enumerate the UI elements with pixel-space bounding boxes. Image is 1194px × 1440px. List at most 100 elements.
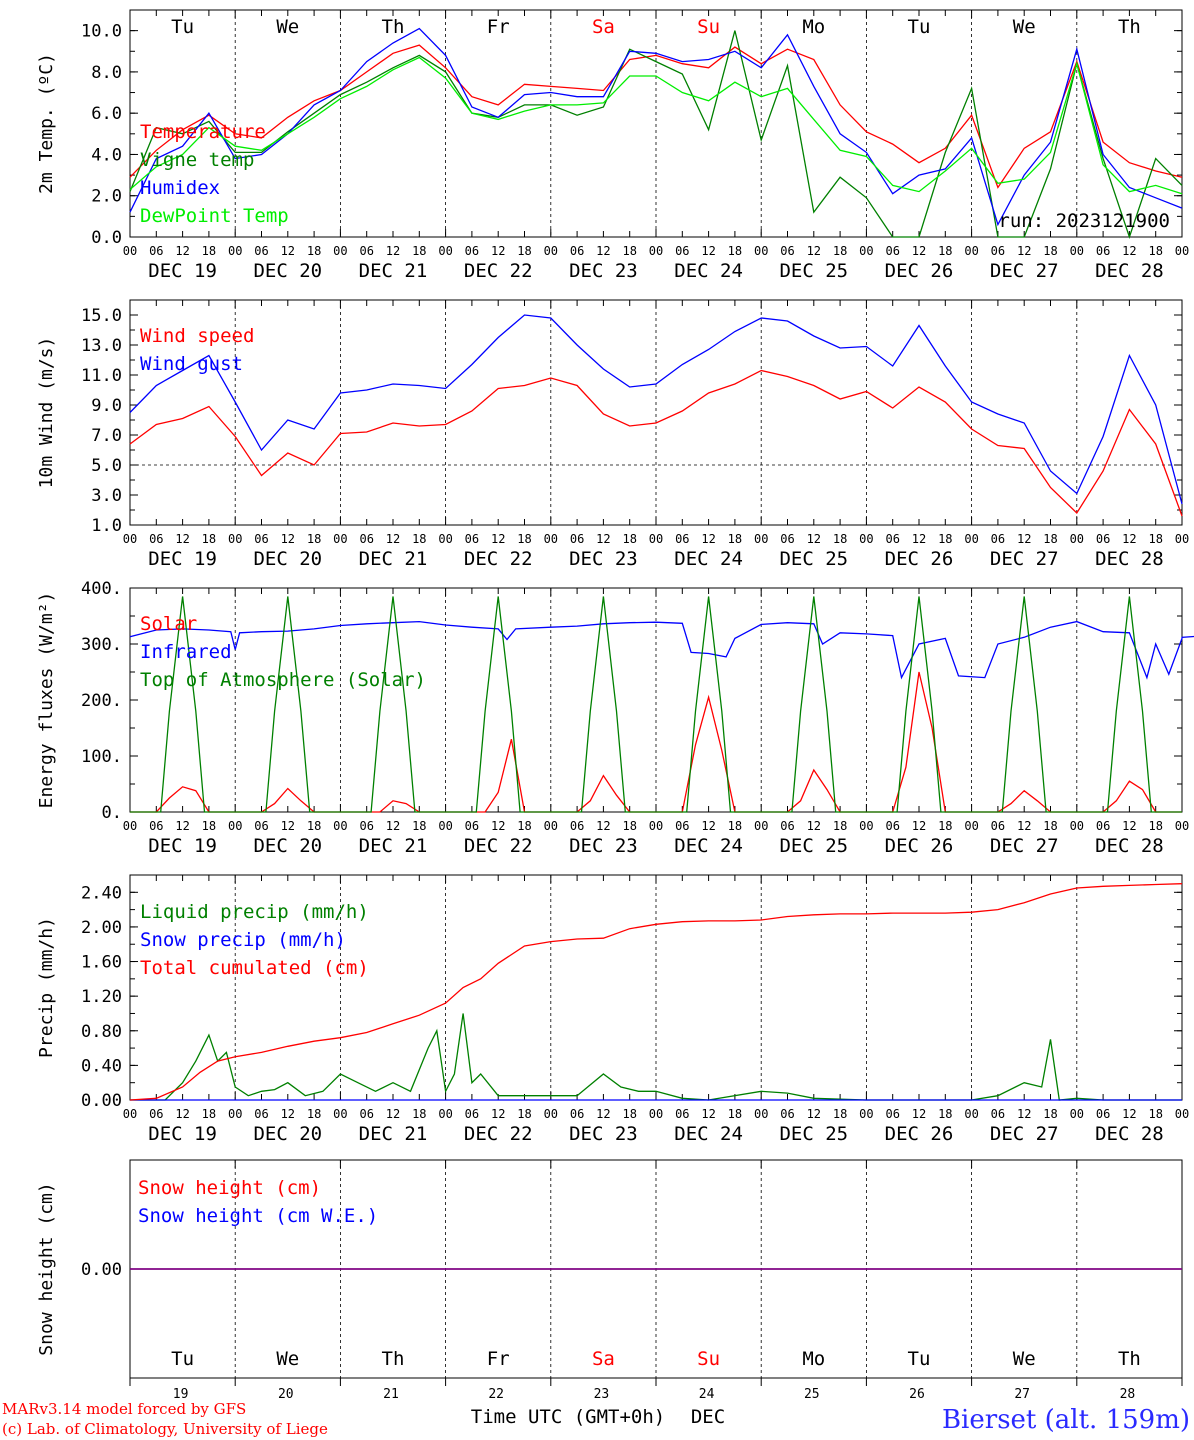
y-tick-label: 15.0	[81, 306, 122, 326]
hour-tick-label: 18	[622, 532, 636, 546]
hour-tick-label: 00	[859, 532, 873, 546]
hour-tick-label: 00	[964, 1107, 978, 1121]
weekday-label: Tu	[171, 1348, 194, 1370]
hour-tick-label: 00	[228, 1107, 242, 1121]
hour-tick-label: 12	[596, 244, 610, 258]
panel-5: 0.00 Snow height (cm) Snow height (cm) Snow…	[36, 1159, 1183, 1386]
hour-tick-label: 18	[728, 819, 742, 833]
hour-tick-label: 18	[622, 819, 636, 833]
day-number-label: 19	[173, 1387, 189, 1402]
y-tick-label: 1.0	[91, 516, 122, 536]
y-tick-label: 3.0	[91, 486, 122, 506]
date-label: DEC 23	[569, 548, 638, 570]
series-line-infrared	[129, 620, 1194, 680]
date-label: DEC 28	[1095, 548, 1164, 570]
hour-tick-label: 06	[675, 532, 689, 546]
hour-tick-label: 12	[1122, 819, 1136, 833]
day-number-label: 22	[488, 1387, 504, 1402]
date-label: DEC 21	[359, 548, 428, 570]
date-label: DEC 26	[885, 548, 954, 570]
hour-tick-label: 18	[728, 532, 742, 546]
hour-tick-label: 18	[938, 244, 952, 258]
date-label: DEC 24	[674, 548, 743, 570]
hour-tick-label: 18	[517, 819, 531, 833]
hour-tick-label: 12	[1017, 532, 1031, 546]
hour-tick-label: 00	[228, 532, 242, 546]
legend-entry: Infrared	[140, 641, 232, 663]
hour-tick-label: 18	[412, 532, 426, 546]
hour-tick-label: 18	[622, 244, 636, 258]
hour-tick-label: 00	[544, 244, 558, 258]
series-line-dewpoint-temp	[129, 56, 1183, 195]
hour-tick-label: 00	[544, 819, 558, 833]
run-annotation: run: 2023121900	[998, 210, 1170, 232]
hour-tick-label: 00	[438, 244, 452, 258]
hour-tick-label: 18	[517, 532, 531, 546]
hour-tick-label: 00	[1070, 244, 1084, 258]
date-label: DEC 21	[359, 835, 428, 857]
day-number-label: 21	[383, 1387, 399, 1402]
date-label: DEC 20	[253, 260, 322, 282]
weekday-label: Sa	[592, 16, 615, 38]
day-number-label: 27	[1014, 1387, 1030, 1402]
hour-tick-label: 18	[622, 1107, 636, 1121]
hour-tick-label: 06	[465, 1107, 479, 1121]
hour-tick-label: 06	[675, 1107, 689, 1121]
date-label: DEC 19	[148, 1123, 217, 1145]
legend-entry: Humidex	[140, 177, 220, 199]
hour-tick-label: 00	[544, 532, 558, 546]
date-label: DEC 27	[990, 835, 1059, 857]
y-tick-label: 2.00	[81, 918, 122, 938]
hour-tick-label: 00	[754, 532, 768, 546]
hour-tick-label: 18	[938, 819, 952, 833]
hour-tick-label: 18	[833, 1107, 847, 1121]
hour-tick-label: 06	[1096, 819, 1110, 833]
hour-tick-label: 12	[281, 819, 295, 833]
hour-tick-label: 06	[991, 244, 1005, 258]
hour-tick-label: 06	[885, 1107, 899, 1121]
y-tick-label: 8.0	[91, 63, 122, 83]
y-tick-label: 7.0	[91, 426, 122, 446]
hour-tick-label: 12	[491, 1107, 505, 1121]
hour-tick-label: 12	[386, 1107, 400, 1121]
hour-tick-label: 12	[386, 819, 400, 833]
hour-tick-label: 00	[1070, 532, 1084, 546]
panel-1: 00 06 12 18 00 06 12 18 00 06 12 18 00 06 12 18 00 06 12 18…	[36, 9, 1189, 282]
legend-entry: Total cumulated (cm)	[140, 957, 369, 979]
hour-tick-label: 00	[333, 1107, 347, 1121]
hour-tick-label: 06	[465, 532, 479, 546]
day-number-label: 23	[594, 1387, 610, 1402]
series-line-temperature	[129, 44, 1183, 189]
y-tick-label: 100.	[81, 747, 122, 767]
date-label: DEC 25	[779, 835, 848, 857]
hour-tick-label: 12	[701, 819, 715, 833]
hour-tick-label: 18	[728, 1107, 742, 1121]
date-label: DEC 22	[464, 835, 533, 857]
weekday-label: Th	[382, 16, 405, 38]
hour-tick-label: 06	[149, 244, 163, 258]
date-label: DEC 20	[253, 1123, 322, 1145]
y-tick-label: 4.0	[91, 145, 122, 165]
hour-tick-label: 06	[885, 244, 899, 258]
date-label: DEC 22	[464, 1123, 533, 1145]
hour-tick-label: 00	[438, 819, 452, 833]
hour-tick-label: 12	[1122, 244, 1136, 258]
y-axis-label: Precip (mm/h)	[36, 917, 57, 1058]
station-label: Bierset (alt. 159m)	[942, 1405, 1190, 1435]
hour-tick-label: 18	[728, 244, 742, 258]
weekday-label: Fr	[487, 1348, 510, 1370]
weekday-label: We	[1013, 16, 1036, 38]
panel-3: 00 06 12 18 00 06 12 18 00 06 12 18 00 06 12 18 00 06 12 18…	[36, 579, 1194, 857]
hour-tick-label: 18	[412, 1107, 426, 1121]
date-label: DEC 26	[885, 260, 954, 282]
hour-tick-label: 12	[491, 532, 505, 546]
y-tick-label: 0.00	[81, 1091, 122, 1111]
legend-entry: Temperature	[140, 121, 266, 143]
date-label: DEC 28	[1095, 260, 1164, 282]
legend-entry: Wind speed	[140, 325, 254, 347]
legend-entry: Top of Atmosphere (Solar)	[140, 669, 426, 691]
date-label: DEC 21	[359, 1123, 428, 1145]
hour-tick-label: 18	[307, 819, 321, 833]
date-label: DEC 25	[779, 260, 848, 282]
